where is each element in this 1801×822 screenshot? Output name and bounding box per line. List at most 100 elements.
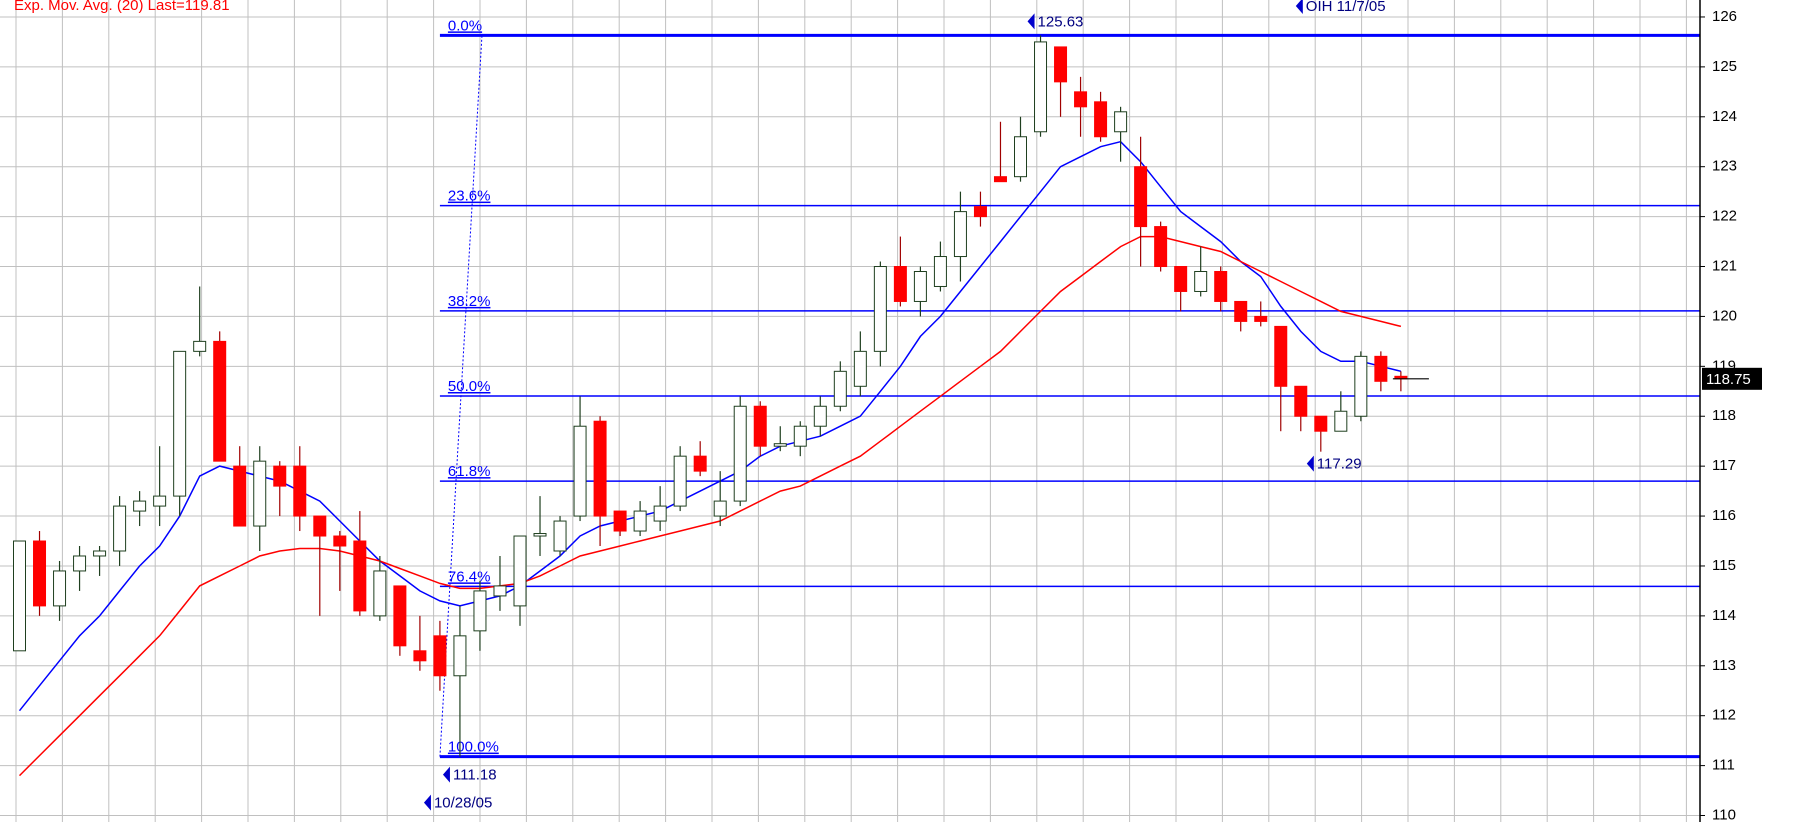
y-tick-label: 125 (1712, 58, 1737, 75)
candle-body (13, 540, 26, 652)
annotation-arrow (442, 766, 450, 783)
y-tick-label: 118 (1712, 407, 1736, 424)
candle-body (953, 211, 967, 258)
fib-label: 0.0% (448, 17, 482, 34)
candle-body (353, 540, 367, 612)
candle-body (93, 550, 107, 557)
fib-label: 23.6% (448, 188, 491, 205)
y-tick-label: 122 (1712, 208, 1737, 225)
candle-body (1354, 355, 1368, 417)
candle-body (1094, 101, 1108, 138)
candle-body (813, 405, 827, 427)
candle-body (293, 465, 307, 517)
candle-body (1194, 271, 1208, 292)
candle-body (933, 256, 947, 287)
candle-body (133, 500, 147, 512)
fib-label: 50.0% (448, 378, 491, 395)
annotation-arrow (1027, 13, 1035, 30)
candle-body (173, 350, 187, 497)
candle-body (1014, 136, 1027, 178)
annotation: 10/28/05 (434, 795, 492, 812)
candle-body (533, 533, 547, 537)
candle-body (333, 535, 347, 547)
last-price-label: 118.75 (1706, 371, 1751, 388)
candle-body (893, 266, 907, 302)
candle-body (633, 510, 647, 532)
candle-body (1254, 315, 1268, 322)
candle-body (1054, 46, 1068, 83)
annotation: 125.63 (1038, 13, 1084, 30)
candle-body (1174, 266, 1188, 292)
candle-body (773, 443, 787, 447)
candle-body (1374, 355, 1388, 382)
candle-body (453, 635, 467, 677)
candle-body (73, 555, 87, 572)
candle-body (513, 535, 527, 607)
chart-title: Exp. Mov. Avg. (20) Last=119.81 (14, 0, 230, 14)
y-tick-label: 111 (1712, 757, 1735, 774)
annotation-arrow (1295, 0, 1303, 14)
candle-body (653, 505, 667, 522)
candle-body (1074, 91, 1088, 108)
annotation: 117.29 (1317, 456, 1362, 473)
candle-body (1314, 415, 1328, 432)
fib-label: 61.8% (448, 463, 491, 480)
candle-body (1294, 385, 1308, 417)
fib-label: 100.0% (448, 739, 499, 756)
annotation: OIH 11/7/05 (1306, 0, 1386, 15)
candle-body (573, 425, 587, 517)
candle-body (593, 420, 607, 517)
annotation-arrow (1306, 455, 1314, 472)
candle-body (1334, 410, 1348, 432)
candle-body (473, 590, 487, 632)
candle-body (873, 266, 887, 352)
candle-body (913, 271, 927, 302)
candle-body (993, 176, 1007, 183)
candle-body (713, 500, 727, 517)
y-tick-label: 120 (1712, 307, 1737, 324)
candle-body (53, 570, 67, 607)
candle-body (233, 465, 247, 527)
candle-body (313, 515, 327, 537)
candle-body (393, 585, 407, 647)
candle-body (1134, 166, 1148, 228)
annotation: 111.18 (453, 767, 497, 784)
y-tick-label: 116 (1712, 507, 1736, 524)
ema-line (18, 235, 1402, 777)
candle-body (213, 340, 227, 462)
candle-body (273, 465, 287, 487)
candle-body (1114, 111, 1128, 133)
candle-body (113, 505, 127, 552)
candle-body (753, 405, 767, 447)
candle-body (1154, 226, 1168, 268)
candle-body (973, 206, 987, 218)
candle-body (833, 370, 847, 407)
y-tick-label: 121 (1712, 257, 1737, 274)
candle-body (1034, 41, 1048, 133)
candle-body (793, 425, 807, 447)
trend-line (439, 35, 483, 757)
candle-body (33, 540, 47, 607)
grid (0, 0, 1700, 822)
candle-body (1234, 300, 1248, 322)
y-tick-label: 110 (1712, 806, 1736, 822)
candle-body (553, 520, 567, 552)
candle-body (1274, 325, 1288, 387)
candle-body (733, 405, 747, 502)
y-tick-label: 117 (1712, 457, 1736, 474)
candle-body (253, 460, 267, 527)
fib-label: 76.4% (448, 568, 491, 585)
y-tick-label: 113 (1712, 657, 1736, 674)
candle-body (673, 455, 687, 507)
candle-body (413, 650, 427, 662)
ema-line (18, 140, 1402, 712)
candle-body (153, 495, 167, 507)
y-tick-label: 126 (1712, 8, 1737, 25)
y-tick-label: 123 (1712, 158, 1737, 175)
candle-body (693, 455, 707, 472)
candle-body (613, 510, 627, 532)
candle-body (193, 340, 207, 352)
candle-body (493, 585, 507, 597)
